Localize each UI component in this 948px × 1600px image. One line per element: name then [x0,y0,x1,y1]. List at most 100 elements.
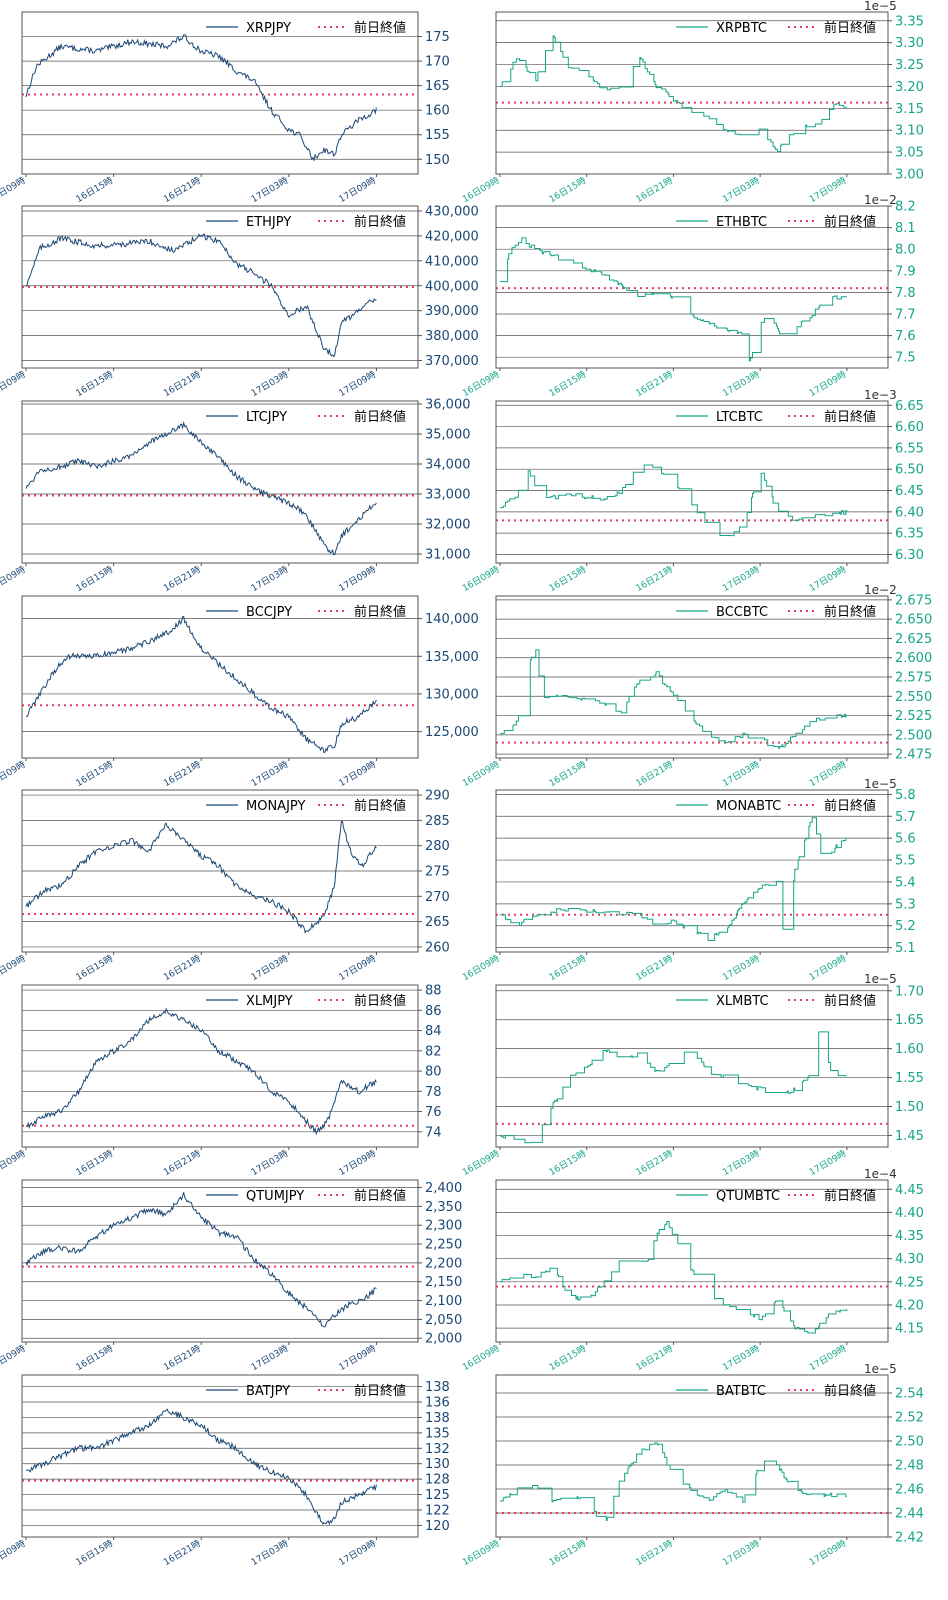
y-tick-label: 4.30 [895,1252,924,1267]
y-tick-label: 2.52 [895,1411,924,1426]
plot-frame [495,595,889,759]
axis-exponent: 1e−2 [864,193,897,207]
x-tick-label: 16日09時 [461,1538,502,1568]
chart-qtumbtc: 4.15 4.20 4.25 4.30 4.35 4.40 4.45 1e−4 16日09時 16… [461,1167,924,1373]
x-tick-label: 17日09時 [807,564,848,594]
x-tick-label: 16日09時 [0,953,27,983]
plot-frame [495,789,889,953]
x-tick-label: 16日15時 [74,759,115,789]
y-tick-label: 135 [425,1426,450,1441]
legend-label-prev-close: 前日終値 [824,993,876,1009]
plot-frame [21,11,419,175]
x-tick-label: 16日21時 [162,759,203,789]
axis-exponent: 1e−4 [864,1167,897,1181]
y-tick-label: 4.45 [895,1183,924,1198]
legend-label-pair: XRPBTC [716,21,767,36]
x-tick-label: 17日09時 [807,1148,848,1178]
x-tick-label: 17日09時 [337,564,378,594]
y-tick-label: 3.35 [895,14,924,29]
x-tick-label: 17日03時 [249,1343,290,1373]
legend-label-prev-close: 前日終値 [354,20,406,36]
plot-frame [495,400,889,564]
x-tick-label: 16日09時 [0,759,27,789]
legend-label-pair: BCCJPY [246,605,292,620]
x-tick-label: 16日21時 [162,1343,203,1373]
y-tick-label: 3.30 [895,36,924,51]
y-tick-label: 420,000 [425,229,479,244]
y-tick-label: 36,000 [425,398,471,413]
y-tick-label: 5.8 [895,788,916,803]
chart-batbtc: 2.42 2.44 2.46 2.48 2.50 2.52 2.54 1e−5 16日09時 16… [461,1362,924,1568]
x-tick-label: 17日03時 [249,564,290,594]
x-tick-label: 17日03時 [721,1148,762,1178]
price-line-qtumbtc [500,1221,848,1334]
y-tick-label: 6.45 [895,484,924,499]
x-tick-label: 17日09時 [337,953,378,983]
x-tick-label: 16日09時 [461,1148,502,1178]
y-tick-label: 74 [425,1125,442,1140]
y-tick-label: 170 [425,55,450,70]
x-tick-label: 16日15時 [547,1343,588,1373]
y-tick-label: 78 [425,1085,442,1100]
y-tick-label: 3.20 [895,80,924,95]
y-tick-label: 2.625 [895,632,932,647]
y-tick-label: 2,150 [425,1275,462,1290]
y-tick-label: 5.7 [895,810,916,825]
y-tick-label: 2,200 [425,1256,462,1271]
y-tick-label: 270 [425,890,450,905]
y-tick-label: 138 [425,1380,450,1395]
x-tick-label: 16日21時 [634,564,675,594]
x-tick-label: 16日15時 [547,369,588,399]
y-tick-label: 160 [425,104,450,119]
y-tick-label: 6.60 [895,420,924,435]
x-tick-label: 16日15時 [74,953,115,983]
x-tick-label: 16日21時 [162,953,203,983]
legend-label-pair: XRPJPY [246,21,291,36]
y-tick-label: 76 [425,1105,442,1120]
y-tick-label: 132 [425,1442,450,1457]
plot-frame [21,789,419,953]
plot-frame [21,595,419,759]
x-tick-label: 17日09時 [807,1538,848,1568]
x-tick-label: 16日15時 [547,175,588,205]
y-tick-label: 2.600 [895,651,932,666]
legend-label-pair: BATBTC [716,1384,766,1399]
y-tick-label: 120 [425,1519,450,1534]
legend-label-prev-close: 前日終値 [824,604,876,620]
y-tick-label: 6.50 [895,463,924,478]
x-tick-label: 17日09時 [337,759,378,789]
y-tick-label: 410,000 [425,254,479,269]
x-tick-label: 16日09時 [461,175,502,205]
x-tick-label: 16日15時 [547,759,588,789]
x-tick-label: 16日09時 [0,1148,27,1178]
y-tick-label: 7.7 [895,308,916,323]
axis-exponent: 1e−5 [864,1362,897,1376]
y-tick-label: 390,000 [425,304,479,319]
x-tick-label: 16日21時 [634,1343,675,1373]
y-tick-label: 130,000 [425,687,479,702]
y-tick-label: 5.6 [895,832,916,847]
y-tick-label: 4.25 [895,1275,924,1290]
y-tick-label: 2,300 [425,1219,462,1234]
price-line-ltcbtc [500,464,848,537]
x-tick-label: 16日15時 [74,175,115,205]
x-tick-label: 17日03時 [249,953,290,983]
x-tick-label: 17日09時 [807,759,848,789]
plot-frame [495,984,889,1148]
chart-bccbtc: 2.475 2.500 2.525 2.550 2.575 2.600 2.625 2.650… [461,583,933,789]
x-tick-label: 16日09時 [0,175,27,205]
legend-label-pair: BATJPY [246,1384,290,1399]
x-tick-label: 16日15時 [74,369,115,399]
y-tick-label: 2.475 [895,748,932,763]
price-line-batjpy [25,1408,377,1526]
y-tick-label: 4.15 [895,1322,924,1337]
x-tick-label: 16日21時 [634,175,675,205]
y-tick-label: 6.35 [895,527,924,542]
y-tick-label: 2.675 [895,593,932,608]
y-tick-label: 5.4 [895,875,916,890]
x-tick-label: 17日03時 [721,1538,762,1568]
legend-label-pair: ETHJPY [246,215,291,230]
chart-bccjpy: 125,000 130,000 135,000 140,000 16日09時 16日15時… [0,595,479,789]
y-tick-label: 2.525 [895,709,932,724]
